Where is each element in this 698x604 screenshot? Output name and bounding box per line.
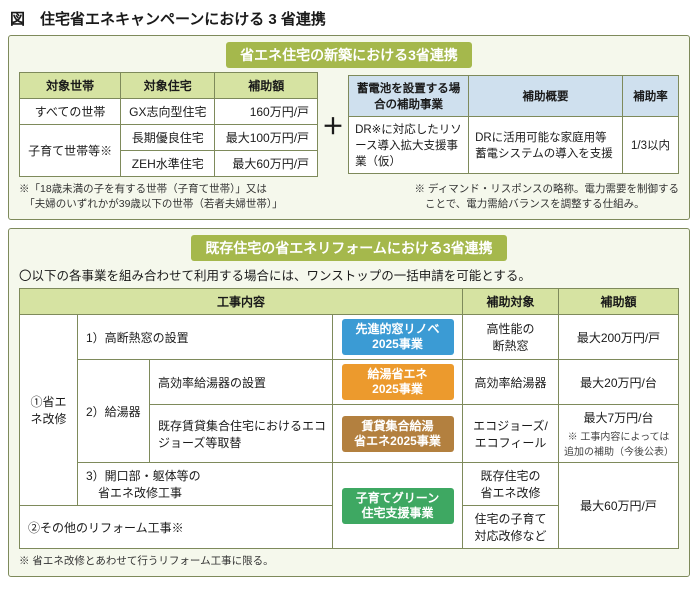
col-work: 工事内容 [20,289,463,315]
col-battery-biz: 蓄電池を設置する場合の補助事業 [349,76,469,117]
col-target: 補助対象 [463,289,559,315]
top-panel: 省エネ住宅の新築における3省連携 対象世帯 対象住宅 補助額 すべての世帯 GX… [8,35,690,220]
col-house-type: 対象住宅 [121,73,215,99]
badge-heater: 給湯省エネ 2025事業 [342,364,454,400]
table-row: ①省エネ改修 1）高断熱窓の設置 先進的窓リノベ 2025事業 高性能の 断熱窓… [20,315,679,360]
col-household: 対象世帯 [20,73,121,99]
reform-table: 工事内容 補助対象 補助額 ①省エネ改修 1）高断熱窓の設置 先進的窓リノベ 2… [19,288,679,549]
plus-icon: ＋ [320,109,346,141]
bottom-panel-header-text: 既存住宅の省エネリフォームにおける3省連携 [191,235,506,261]
footnote-left: ※「18歳未満の子を有する世帯（子育て世帯）」又は 「夫婦のいずれかが39歳以下… [19,181,283,211]
col-outline: 補助概要 [469,76,623,117]
col-rate: 補助率 [623,76,679,117]
cat-energy: ①省エネ改修 [20,315,78,506]
badge-window: 先進的窓リノベ 2025事業 [342,319,454,355]
top-panel-header-text: 省エネ住宅の新築における3省連携 [226,42,472,68]
badge-rental: 賃貸集合給湯 省エネ2025事業 [342,416,454,452]
bottom-panel-header: 既存住宅の省エネリフォームにおける3省連携 [19,235,679,261]
table-row: すべての世帯 GX志向型住宅 160万円/戸 [20,99,318,125]
table-row: 子育て世帯等※ 長期優良住宅 最大100万円/戸 [20,125,318,151]
footnote-right: ※ ディマンド・リスポンスの略称。電力需要を制御する ことで、電力需給バランスを… [415,181,679,211]
figure-title: 図 住宅省エネキャンペーンにおける 3 省連携 [10,8,690,29]
table-row: 3）開口部・躯体等の 省エネ改修工事 子育てグリーン 住宅支援事業 既存住宅の … [20,463,679,506]
col-subsidy: 補助額 [215,73,318,99]
table-row: 2）給湯器 高効率給湯器の設置 給湯省エネ 2025事業 高効率給湯器 最大20… [20,360,679,405]
amount-3: 最大7万円/台 [583,411,653,425]
cat-other: ②その他のリフォーム工事※ [20,506,333,549]
bottom-panel: 既存住宅の省エネリフォームにおける3省連携 〇以下の各事業を組み合わせて利用する… [8,228,690,577]
bottom-footnote: ※ 省エネ改修とあわせて行うリフォーム工事に限る。 [19,553,679,568]
bottom-intro: 〇以下の各事業を組み合わせて利用する場合には、ワンストップの一括申請を可能とする… [19,265,679,284]
amount-3-note: ※ 工事内容によっては 追加の補助（今後公表） [564,428,673,458]
top-panel-header: 省エネ住宅の新築における3省連携 [19,42,679,68]
table-row: DR※に対応したリソース導入拡大支援事業（仮） DRに活用可能な家庭用等蓄電シス… [349,117,679,174]
col-amount: 補助額 [559,289,679,315]
badge-green: 子育てグリーン 住宅支援事業 [342,488,454,524]
battery-table: 蓄電池を設置する場合の補助事業 補助概要 補助率 DR※に対応したリソース導入拡… [348,75,679,174]
new-build-table: 対象世帯 対象住宅 補助額 すべての世帯 GX志向型住宅 160万円/戸 子育て… [19,72,318,177]
